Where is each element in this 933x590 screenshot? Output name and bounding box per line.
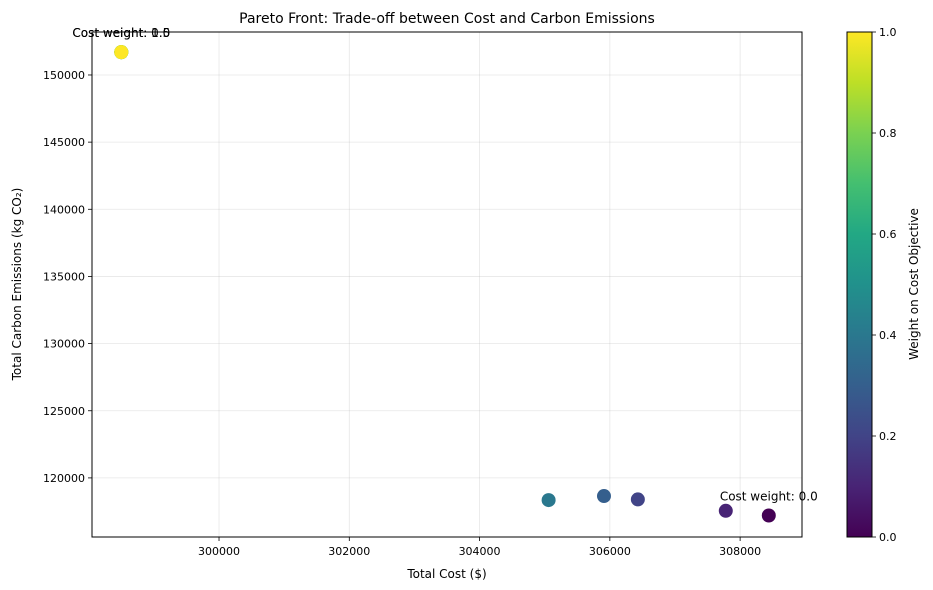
chart-title: Pareto Front: Trade-off between Cost and…	[239, 11, 655, 27]
colorbar-tick-label: 0.8	[879, 127, 897, 140]
y-tick-label: 140000	[43, 203, 85, 216]
x-tick-label: 300000	[198, 545, 240, 558]
colorbar-tick-label: 0.6	[879, 228, 897, 241]
data-point	[114, 45, 129, 60]
colorbar-tick-label: 0.0	[879, 531, 897, 544]
y-axis-label: Total Carbon Emissions (kg CO₂)	[10, 188, 24, 382]
point-annotation: Cost weight: 0.5	[72, 26, 170, 40]
colorbar-tick-label: 1.0	[879, 26, 897, 39]
data-point	[630, 492, 645, 507]
data-points	[114, 45, 776, 523]
y-tick-label: 130000	[43, 338, 85, 351]
y-tick-label: 120000	[43, 472, 85, 485]
data-point	[541, 493, 556, 508]
colorbar-tick-label: 0.4	[879, 329, 897, 342]
x-tick-label: 306000	[589, 545, 631, 558]
x-tick-label: 304000	[459, 545, 501, 558]
x-tick-label: 308000	[719, 545, 761, 558]
data-point	[718, 503, 733, 518]
colorbar-ticks: 0.0 0.2 0.4 0.6 0.8 1.0	[872, 26, 897, 544]
x-tick-label: 302000	[328, 545, 370, 558]
point-annotation: Cost weight: 0.0	[720, 490, 818, 504]
y-tick-label: 145000	[43, 136, 85, 149]
grid-lines	[92, 32, 802, 537]
y-tick-label: 135000	[43, 270, 85, 283]
point-annotation: Cost weight: 1.0	[72, 26, 170, 40]
x-axis-ticks: 300000 302000 304000 306000 308000	[198, 537, 761, 558]
colorbar-label: Weight on Cost Objective	[907, 208, 921, 360]
colorbar	[846, 31, 873, 538]
y-axis-ticks: 120000 125000 130000 135000 140000 145000 1500…	[43, 69, 92, 485]
colorbar-tick-label: 0.2	[879, 430, 897, 443]
plot-frame	[91, 31, 803, 538]
y-tick-label: 150000	[43, 69, 85, 82]
data-point	[761, 508, 776, 523]
y-tick-label: 125000	[43, 405, 85, 418]
data-point	[596, 489, 611, 504]
x-axis-label: Total Cost ($)	[406, 567, 486, 581]
